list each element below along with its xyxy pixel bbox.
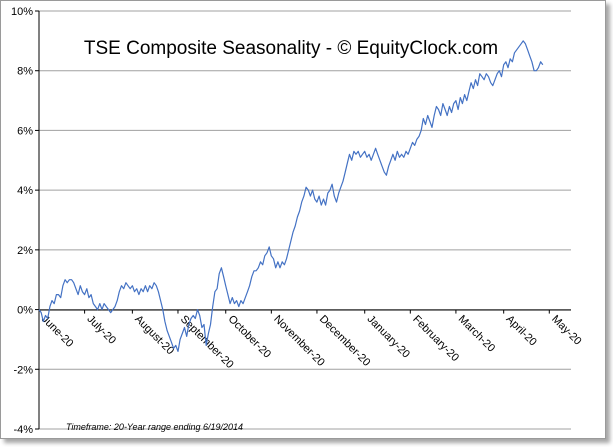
- chart-title: TSE Composite Seasonality - © EquityCloc…: [84, 38, 498, 59]
- chart-footnote: Timeframe: 20-Year range ending 6/19/201…: [66, 422, 243, 432]
- x-tick-label: March-20: [456, 313, 497, 354]
- x-tick-label: February-20: [410, 313, 461, 364]
- y-tick-labels: -4% -2% 0% 2% 4% 6% 8% 10%: [11, 6, 33, 436]
- x-tick-label: January-20: [365, 313, 412, 360]
- axes: [38, 11, 571, 429]
- x-tick-label: May-20: [549, 313, 583, 347]
- x-tick-label: October-20: [226, 313, 273, 360]
- y-tick-label: 0%: [17, 305, 33, 317]
- chart-frame: -4% -2% 0% 2% 4% 6% 8% 10% June-20 July-20 August…: [0, 0, 606, 439]
- y-tick-label: -2%: [13, 364, 33, 376]
- x-tick-label: August-20: [132, 313, 176, 357]
- y-tick-label: 6%: [17, 125, 33, 137]
- y-tick-label: 4%: [17, 185, 33, 197]
- y-tick-label: 10%: [11, 6, 33, 18]
- y-tick-label: 8%: [17, 66, 33, 78]
- series-layer: [38, 40, 544, 352]
- grid-lines: [35, 10, 571, 430]
- y-tick-label: 2%: [17, 245, 33, 257]
- series-line: [38, 40, 544, 352]
- y-tick-label: -4%: [13, 424, 33, 436]
- x-tick-label: April-20: [504, 313, 539, 348]
- x-tick-label: July-20: [84, 313, 118, 347]
- chart-canvas: -4%-2%0%2%4%6%8%10% June-20 July-20 August…: [11, 6, 584, 436]
- x-tick-labels: June-20 July-20 August-20 September-20Octob…: [38, 309, 584, 371]
